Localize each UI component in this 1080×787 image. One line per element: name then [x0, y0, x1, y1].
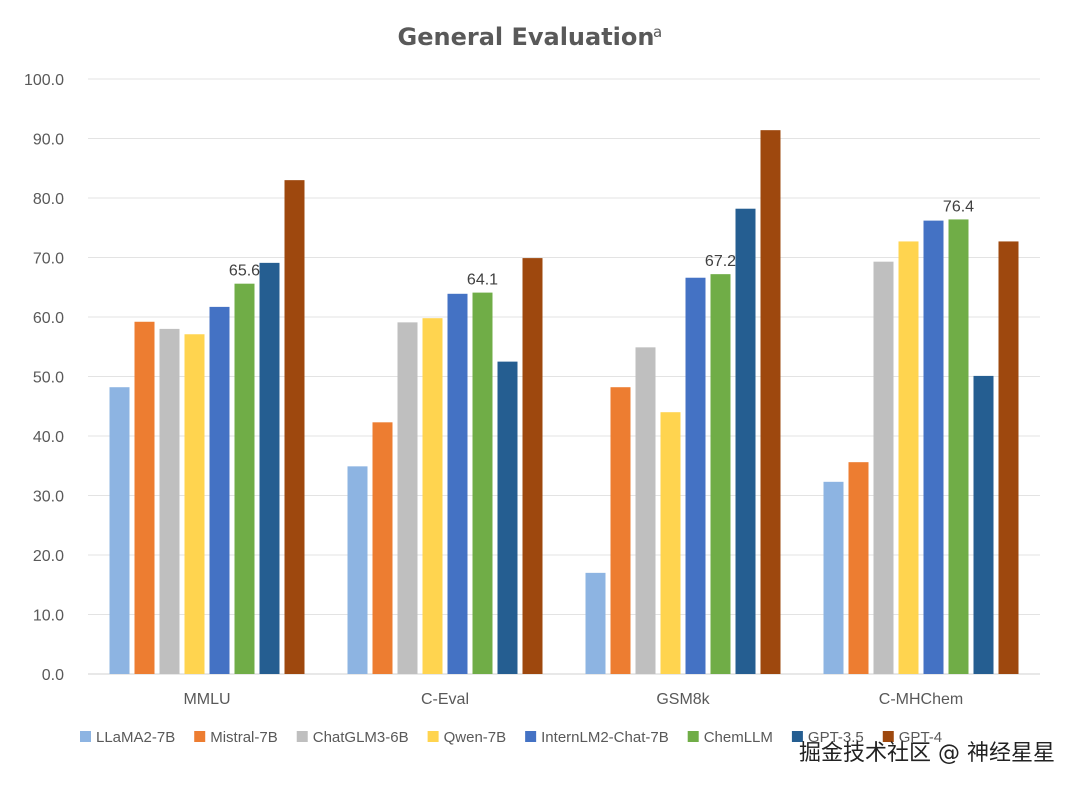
bar-gpt-3-5-c-mhchem: GPT-3.5 / C-MHChem: 50.1: [973, 375, 994, 674]
bar-chemllm-mmlu: ChemLLM / MMLU: 65.6: [234, 283, 255, 674]
bar-qwen-7b-c-eval: Qwen-7B / C-Eval: 59.8: [422, 318, 443, 674]
legend-label-chemllm: ChemLLM: [704, 729, 773, 746]
bar-internlm2-chat-7b-c-eval: InternLM2-Chat-7B / C-Eval: 63.9: [447, 293, 468, 674]
bar-llama2-7b-mmlu: LLaMA2-7B / MMLU: 48.2: [109, 387, 130, 674]
legend-swatch-chemllm: [687, 731, 699, 742]
bar-internlm2-chat-7b-mmlu: InternLM2-Chat-7B / MMLU: 61.7: [209, 306, 230, 674]
chart-title: General Evaluation: [398, 23, 655, 51]
y-tick-label: 20.0: [33, 548, 64, 565]
bar-gpt-4-gsm8k: GPT-4 / GSM8k: 91.4: [760, 130, 781, 675]
watermark-text: 掘金技术社区 @ 神经星星: [799, 741, 1055, 766]
bars: LLaMA2-7B / MMLU: 48.2Mistral-7B / MMLU:…: [109, 130, 1019, 675]
data-label-gsm8k: 67.2: [705, 253, 736, 270]
y-tick-label: 30.0: [33, 489, 64, 506]
data-label-mmlu: 65.6: [229, 263, 260, 280]
bar-llama2-7b-c-mhchem: LLaMA2-7B / C-MHChem: 32.3: [823, 481, 844, 674]
legend-swatch-gpt-4: [882, 731, 894, 742]
bar-mistral-7b-c-mhchem: Mistral-7B / C-MHChem: 35.6: [848, 462, 869, 674]
bar-mistral-7b-mmlu: Mistral-7B / MMLU: 59.2: [134, 321, 155, 674]
bar-chatglm3-6b-gsm8k: ChatGLM3-6B / GSM8k: 54.9: [635, 347, 656, 674]
x-tick-label-c-mhchem: C-MHChem: [879, 691, 963, 708]
bar-gpt-4-c-eval: GPT-4 / C-Eval: 69.9: [522, 258, 543, 674]
y-tick-label: 70.0: [33, 251, 64, 268]
bar-chatglm3-6b-c-mhchem: ChatGLM3-6B / C-MHChem: 69.3: [873, 261, 894, 674]
y-tick-label: 80.0: [33, 191, 64, 208]
legend-label-gpt-3-5: GPT-3.5: [808, 729, 864, 746]
bar-qwen-7b-mmlu: Qwen-7B / MMLU: 57.1: [184, 334, 205, 674]
legend-label-internlm2-chat-7b: InternLM2-Chat-7B: [541, 729, 669, 746]
legend-swatch-internlm2-chat-7b: [525, 731, 537, 742]
legend-swatch-chatglm3-6b: [296, 731, 308, 742]
y-tick-label: 10.0: [33, 608, 64, 625]
legend-label-mistral-7b: Mistral-7B: [210, 729, 278, 746]
data-label-c-mhchem: 76.4: [943, 198, 974, 215]
bar-chatglm3-6b-c-eval: ChatGLM3-6B / C-Eval: 59.1: [397, 322, 418, 674]
legend-label-qwen-7b: Qwen-7B: [444, 729, 507, 746]
legend-label-chatglm3-6b: ChatGLM3-6B: [313, 729, 409, 746]
bar-llama2-7b-gsm8k: LLaMA2-7B / GSM8k: 17: [585, 572, 606, 674]
y-tick-label: 50.0: [33, 370, 64, 387]
y-tick-label: 90.0: [33, 132, 64, 149]
data-labels: 65.6 64.1 67.2 76.4: [229, 198, 974, 288]
bar-llama2-7b-c-eval: LLaMA2-7B / C-Eval: 34.9: [347, 466, 368, 674]
legend-swatch-qwen-7b: [427, 731, 439, 742]
bar-gpt-3-5-mmlu: GPT-3.5 / MMLU: 69.1: [259, 262, 280, 674]
bar-internlm2-chat-7b-gsm8k: InternLM2-Chat-7B / GSM8k: 66.6: [685, 277, 706, 674]
legend-swatch-gpt-3-5: [791, 731, 803, 742]
legend-label-gpt-4: GPT-4: [899, 729, 942, 746]
bar-chemllm-c-eval: ChemLLM / C-Eval: 64.1: [472, 292, 493, 674]
bar-gpt-3-5-c-eval: GPT-3.5 / C-Eval: 52.5: [497, 361, 518, 674]
y-tick-label: 60.0: [33, 310, 64, 327]
bar-gpt-3-5-gsm8k: GPT-3.5 / GSM8k: 78.2: [735, 208, 756, 674]
legend-label-llama2-7b: LLaMA2-7B: [96, 729, 175, 746]
gridlines: [88, 78, 1040, 675]
bar-chatglm3-6b-mmlu: ChatGLM3-6B / MMLU: 58: [159, 328, 180, 674]
x-tick-label-gsm8k: GSM8k: [656, 691, 710, 708]
legend: LLaMA2-7B Mistral-7B ChatGLM3-6B Qwen-7B Int…: [80, 729, 942, 746]
data-label-c-eval: 64.1: [467, 272, 498, 289]
y-tick-label: 0.0: [42, 667, 64, 684]
bar-qwen-7b-gsm8k: Qwen-7B / GSM8k: 44: [660, 412, 681, 674]
bar-mistral-7b-gsm8k: Mistral-7B / GSM8k: 48.2: [610, 387, 631, 674]
bar-chemllm-c-mhchem: ChemLLM / C-MHChem: 76.4: [948, 219, 969, 675]
bar-chemllm-gsm8k: ChemLLM / GSM8k: 67.2: [710, 274, 731, 674]
bar-gpt-4-mmlu: GPT-4 / MMLU: 83: [284, 180, 305, 674]
x-tick-label-mmlu: MMLU: [183, 691, 230, 708]
y-tick-label: 100.0: [24, 72, 64, 89]
y-axis-ticks: 0.0 10.0 20.0 30.0 40.0 50.0 60.0 70.0 80.0 90.0 1…: [24, 72, 64, 684]
bar-gpt-4-c-mhchem: GPT-4 / C-MHChem: 72.7: [998, 241, 1019, 674]
bar-qwen-7b-c-mhchem: Qwen-7B / C-MHChem: 72.7: [898, 241, 919, 674]
x-axis-ticks: MMLU C-Eval GSM8k C-MHChem: [183, 691, 963, 708]
y-tick-label: 40.0: [33, 429, 64, 446]
legend-swatch-mistral-7b: [194, 731, 206, 742]
bar-mistral-7b-c-eval: Mistral-7B / C-Eval: 42.3: [372, 422, 393, 674]
legend-swatch-llama2-7b: [80, 731, 91, 742]
x-tick-label-c-eval: C-Eval: [421, 691, 469, 708]
bar-internlm2-chat-7b-c-mhchem: InternLM2-Chat-7B / C-MHChem: 76.2: [923, 220, 944, 675]
chart-title-superscript: a: [653, 23, 662, 41]
